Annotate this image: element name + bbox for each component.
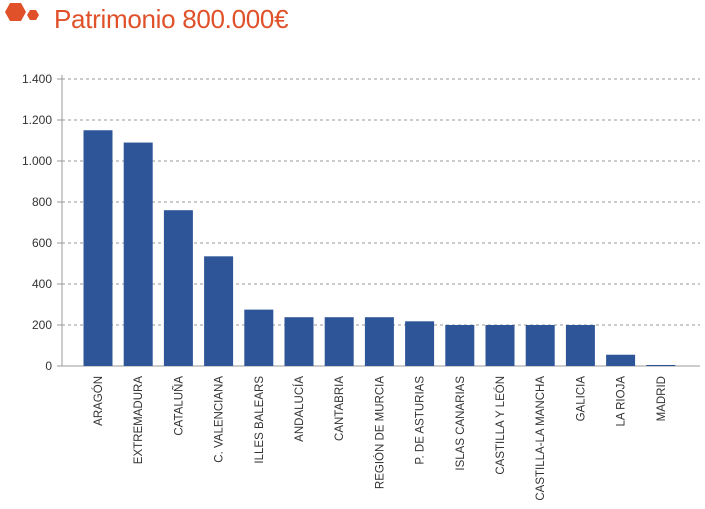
y-tick-label: 1.000 [22, 154, 52, 168]
x-tick-label: ILLES BALEARS [254, 376, 266, 464]
bar [163, 210, 193, 366]
bar [324, 317, 354, 366]
x-tick-label: EXTREMADURA [133, 376, 145, 465]
x-tick-label: CASTILLA Y LEÓN [494, 376, 507, 475]
bar [525, 325, 555, 366]
bar [364, 317, 394, 366]
x-tick-label: ANDALUCÍA [293, 376, 306, 442]
x-tick-label: LA RIOJA [616, 376, 628, 427]
bar [204, 256, 234, 366]
bar [123, 142, 153, 366]
bar [445, 325, 475, 366]
hexagons-icon [5, 3, 39, 21]
x-tick-label: ARAGÓN [92, 376, 105, 426]
x-tick-label: REGIÓN DE MURCIA [373, 376, 386, 489]
y-tick-label: 0 [45, 359, 52, 373]
x-tick-label: CATALUÑA [172, 376, 185, 436]
bar [405, 321, 435, 366]
y-tick-label: 200 [32, 318, 52, 332]
chart-title: Patrimonio 800.000€ [54, 4, 289, 34]
y-tick-label: 1.400 [22, 72, 52, 86]
bar [606, 354, 636, 366]
x-tick-label: CASTILLA-LA MANCHA [535, 376, 547, 501]
x-tick-label: P. DE ASTURIAS [415, 376, 427, 465]
y-tick-label: 600 [32, 236, 52, 250]
bar [485, 325, 515, 366]
x-tick-label: CANTABRIA [334, 376, 346, 441]
bar [646, 364, 676, 366]
x-tick-label: MADRID [656, 376, 668, 421]
bar [284, 317, 314, 366]
bar [244, 309, 274, 366]
y-tick-label: 800 [32, 195, 52, 209]
y-tick-label: 400 [32, 277, 52, 291]
bar [83, 130, 113, 366]
bar-chart: 0 200 400 600 800 1.000 1.200 1.400 ARAGÓN EXTREM… [22, 72, 700, 501]
x-tick-label: GALICIA [575, 376, 587, 422]
x-tick-label: C. VALENCIANA [214, 376, 226, 463]
chart-header: Patrimonio 800.000€ [0, 0, 705, 40]
bar [565, 325, 595, 366]
x-tick-label: ISLAS CANARIAS [455, 376, 467, 471]
y-tick-label: 1.200 [22, 113, 52, 127]
